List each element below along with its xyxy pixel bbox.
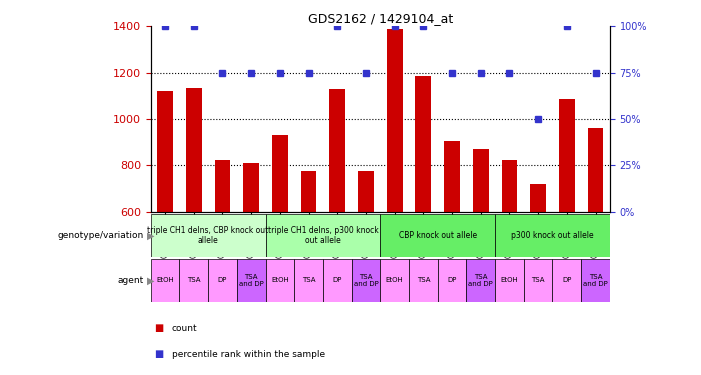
Text: DP: DP bbox=[562, 278, 571, 284]
Text: TSA
and DP: TSA and DP bbox=[239, 274, 264, 287]
Bar bbox=[473, 149, 489, 212]
Text: percentile rank within the sample: percentile rank within the sample bbox=[172, 350, 325, 359]
Text: DP: DP bbox=[218, 278, 227, 284]
Bar bbox=[581, 259, 610, 302]
Bar bbox=[151, 259, 179, 302]
Text: TSA
and DP: TSA and DP bbox=[468, 274, 493, 287]
Bar bbox=[530, 184, 546, 212]
Text: ■: ■ bbox=[154, 350, 163, 359]
Bar bbox=[186, 88, 202, 212]
Bar bbox=[208, 259, 237, 302]
Text: count: count bbox=[172, 324, 198, 333]
Text: TSA
and DP: TSA and DP bbox=[353, 274, 379, 287]
Bar bbox=[329, 89, 345, 212]
Text: triple CH1 delns, CBP knock out
allele: triple CH1 delns, CBP knock out allele bbox=[147, 226, 268, 245]
Text: TSA: TSA bbox=[187, 278, 200, 284]
Text: ▶: ▶ bbox=[147, 230, 155, 240]
Text: EtOH: EtOH bbox=[156, 278, 174, 284]
Text: triple CH1 delns, p300 knock
out allele: triple CH1 delns, p300 knock out allele bbox=[268, 226, 379, 245]
Bar bbox=[272, 135, 287, 212]
Text: EtOH: EtOH bbox=[386, 278, 404, 284]
Title: GDS2162 / 1429104_at: GDS2162 / 1429104_at bbox=[308, 12, 453, 25]
Bar bbox=[437, 259, 466, 302]
Bar bbox=[381, 214, 495, 257]
Text: EtOH: EtOH bbox=[271, 278, 289, 284]
Bar bbox=[559, 99, 575, 212]
Bar bbox=[387, 28, 402, 212]
Text: TSA
and DP: TSA and DP bbox=[583, 274, 608, 287]
Bar bbox=[587, 128, 604, 212]
Text: EtOH: EtOH bbox=[501, 278, 518, 284]
Bar bbox=[157, 91, 173, 212]
Text: TSA: TSA bbox=[531, 278, 545, 284]
Bar bbox=[466, 259, 495, 302]
Bar bbox=[352, 259, 380, 302]
Bar bbox=[358, 171, 374, 212]
Text: TSA: TSA bbox=[302, 278, 315, 284]
Bar bbox=[266, 214, 380, 257]
Text: DP: DP bbox=[332, 278, 342, 284]
Bar bbox=[409, 259, 437, 302]
Bar bbox=[301, 171, 316, 212]
Bar bbox=[381, 259, 409, 302]
Bar bbox=[524, 259, 552, 302]
Bar bbox=[416, 76, 431, 212]
Bar bbox=[179, 259, 208, 302]
Bar bbox=[495, 259, 524, 302]
Text: CBP knock out allele: CBP knock out allele bbox=[399, 231, 477, 240]
Bar bbox=[501, 160, 517, 212]
Bar bbox=[552, 259, 581, 302]
Bar bbox=[444, 141, 460, 212]
Text: DP: DP bbox=[447, 278, 457, 284]
Bar bbox=[495, 214, 610, 257]
Bar bbox=[266, 259, 294, 302]
Bar bbox=[215, 160, 231, 212]
Text: p300 knock out allele: p300 knock out allele bbox=[511, 231, 594, 240]
Bar bbox=[151, 214, 266, 257]
Text: genotype/variation: genotype/variation bbox=[57, 231, 144, 240]
Bar bbox=[243, 163, 259, 212]
Bar bbox=[294, 259, 323, 302]
Bar bbox=[237, 259, 266, 302]
Text: TSA: TSA bbox=[416, 278, 430, 284]
Text: ▶: ▶ bbox=[147, 275, 155, 285]
Bar bbox=[323, 259, 352, 302]
Text: ■: ■ bbox=[154, 323, 163, 333]
Text: agent: agent bbox=[118, 276, 144, 285]
